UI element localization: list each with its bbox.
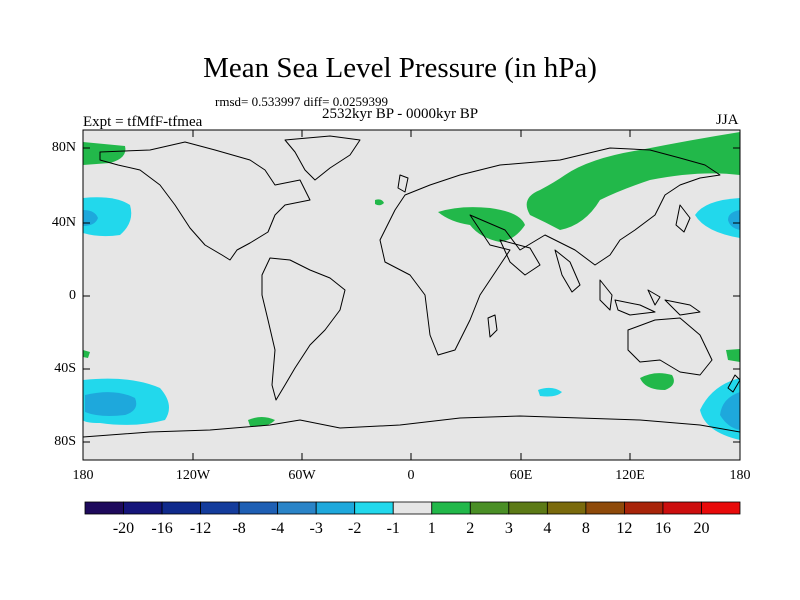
experiment-label: Expt = tfMfF-tfmea <box>83 114 203 130</box>
anomaly-layer <box>83 132 740 440</box>
plot-title: Mean Sea Level Pressure (in hPa) <box>203 52 597 84</box>
lat-label-eq: 0 <box>69 288 76 303</box>
colorbar-label: 20 <box>693 520 710 537</box>
coastline-north-america <box>99 141 311 261</box>
coastline-new-zealand <box>727 374 740 393</box>
lat-label-40n: 40N <box>51 215 76 230</box>
lon-label-120e: 120E <box>615 468 645 483</box>
anomaly-north-pacific-east-negative <box>695 198 740 238</box>
anomaly-small-positive-pacific-edge <box>83 350 90 358</box>
coastlines <box>83 135 740 438</box>
colorbar-box <box>585 501 625 515</box>
coastline-antarctica <box>83 415 740 438</box>
colorbar-box <box>354 501 394 515</box>
lat-label-80s: 80S <box>54 434 76 449</box>
colorbar-label: -20 <box>112 520 135 537</box>
coastline-uk <box>397 174 409 193</box>
colorbar-box <box>392 501 433 515</box>
coastline-africa-europe-asia <box>379 147 721 356</box>
anomaly-small-positive-tasman <box>726 349 740 362</box>
lat-label-40s: 40S <box>54 361 76 376</box>
axis-ticks <box>82 130 741 460</box>
anomaly-eurasia-positive <box>526 132 740 230</box>
colorbar-box <box>277 501 317 515</box>
colorbar-label: 4 <box>543 520 552 537</box>
colorbar-box <box>469 501 510 515</box>
coastline-south-america <box>261 257 346 401</box>
colorbar-box <box>662 501 702 515</box>
colorbar-label: -8 <box>232 520 246 537</box>
colorbar-box <box>315 501 356 515</box>
colorbar-label: 16 <box>654 520 671 537</box>
lon-label-60e: 60E <box>509 468 533 483</box>
colorbar-label: 1 <box>427 520 436 537</box>
anomaly-caspian-positive <box>438 207 525 242</box>
colorbar-label: 8 <box>581 520 590 537</box>
anomaly-southern-ocean-east-core <box>720 392 740 430</box>
colorbar-box <box>238 501 279 515</box>
colorbar-label: -4 <box>270 520 285 537</box>
colorbar-box <box>546 501 587 515</box>
colorbar-label: -2 <box>348 520 362 537</box>
season-label: JJA <box>716 112 739 128</box>
anomaly-north-atlantic-arctic-positive <box>83 142 126 165</box>
lon-label-0: 0 <box>407 468 415 483</box>
colorbar-label: 2 <box>466 520 475 537</box>
colorbar-box <box>701 501 741 515</box>
colorbar-box <box>123 501 163 515</box>
anomaly-north-pacific-east-core <box>728 210 740 230</box>
anomaly-south-pacific-core <box>85 392 137 416</box>
colorbar-box <box>431 501 471 515</box>
colorbar <box>84 501 741 515</box>
anomaly-north-pacific-west-negative <box>83 197 132 237</box>
coastline-japan <box>675 204 691 233</box>
coastline-arabia-india <box>499 239 581 293</box>
anomaly-small-positive-azores <box>375 199 384 206</box>
colorbar-label: -16 <box>151 520 173 537</box>
coastline-se-asia-islands <box>599 279 701 316</box>
lat-label-80n: 80N <box>51 140 76 155</box>
colorbar-label: 12 <box>616 520 633 537</box>
anomaly-small-negative-south-atlantic <box>538 387 562 397</box>
coastline-australia <box>627 317 713 376</box>
colorbar-label: -1 <box>386 520 400 537</box>
colorbar-label: 3 <box>504 520 513 537</box>
colorbar-box <box>84 501 124 515</box>
lon-label-120w: 120W <box>175 468 211 483</box>
coastline-greenland <box>284 135 361 181</box>
colorbar-box <box>161 501 201 515</box>
anomaly-north-pacific-west-core <box>83 210 98 226</box>
colorbar-box <box>200 501 240 515</box>
period-text: 2532kyr BP - 0000kyr BP <box>322 106 479 122</box>
colorbar-label: -3 <box>309 520 323 537</box>
stats-text: rmsd= 0.533997 diff= 0.0259399 <box>215 94 388 109</box>
colorbar-box <box>624 501 664 515</box>
colorbar-label: -12 <box>189 520 212 537</box>
anomaly-south-indian-positive <box>640 373 674 390</box>
coastline-madagascar <box>487 314 498 338</box>
anomaly-south-atlantic-positive <box>248 417 275 427</box>
lon-label-180e: 180 <box>729 468 751 483</box>
colorbar-box <box>508 501 548 515</box>
lon-label-60w: 60W <box>288 468 316 483</box>
lon-label-180w: 180 <box>72 468 94 483</box>
